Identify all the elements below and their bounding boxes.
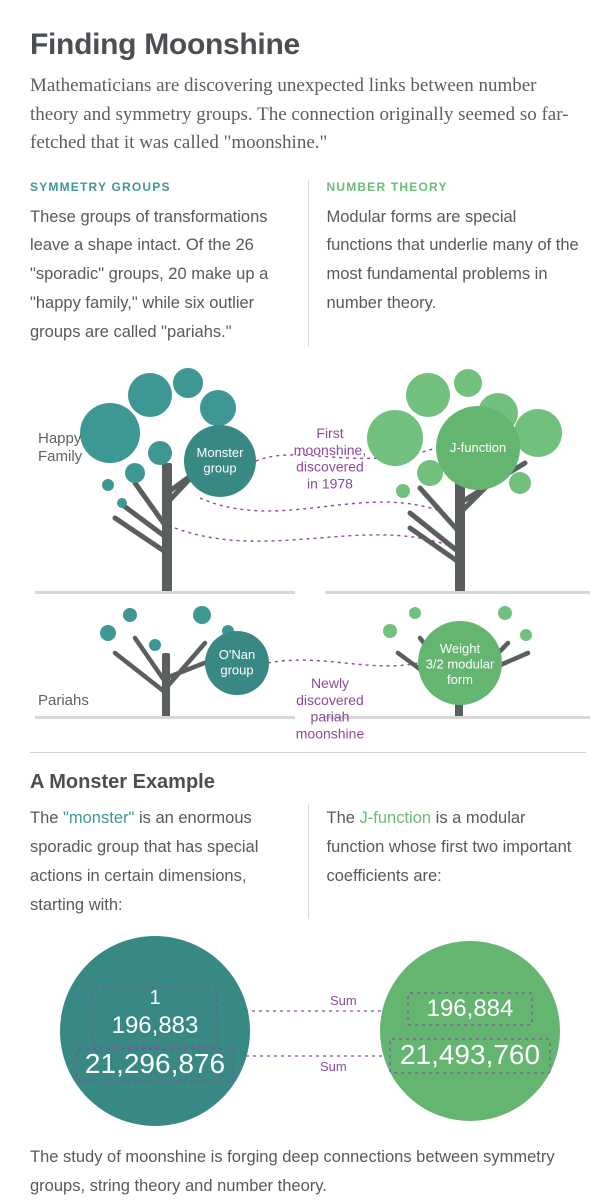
svg-text:J-function: J-function [450, 440, 506, 455]
svg-text:Pariahs: Pariahs [38, 692, 89, 709]
svg-text:O'Nangroup: O'Nangroup [219, 647, 255, 678]
svg-text:Sum: Sum [330, 993, 357, 1008]
symmetry-body: These groups of transformations leave a … [30, 203, 290, 347]
page-title: Finding Moonshine [30, 28, 586, 62]
circles-svg: Sum Sum 1 196,883 21,296,876 196,884 21,493,76… [0, 921, 616, 1141]
ex-right-pre: The [327, 809, 360, 827]
example-right-text: The J-function is a modular function who… [327, 804, 587, 891]
example-columns: The "monster" is an enormous sporadic gr… [30, 804, 586, 920]
symmetry-heading: SYMMETRY GROUPS [30, 180, 290, 194]
footer-text: The study of moonshine is forging deep c… [30, 1143, 586, 1201]
trees-svg: MonstergroupJ-functionO'NangroupWeight3/… [0, 353, 616, 748]
number-theory-heading: NUMBER THEORY [327, 180, 587, 194]
section-divider [30, 752, 586, 753]
ex-left-pre: The [30, 809, 63, 827]
trees-diagram: MonstergroupJ-functionO'NangroupWeight3/… [30, 353, 586, 748]
example-left-text: The "monster" is an enormous sporadic gr… [30, 804, 290, 920]
intro-text: Mathematicians are discovering unexpecte… [30, 72, 586, 158]
svg-text:Sum: Sum [320, 1059, 347, 1074]
example-right: The J-function is a modular function who… [308, 804, 587, 920]
number-theory-column: NUMBER THEORY Modular forms are special … [308, 180, 587, 347]
symmetry-column: SYMMETRY GROUPS These groups of transfor… [30, 180, 308, 347]
svg-text:HappyFamily: HappyFamily [38, 430, 83, 465]
svg-text:Newlydiscoveredpariahmoonshine: Newlydiscoveredpariahmoonshine [296, 675, 365, 741]
definitions-columns: SYMMETRY GROUPS These groups of transfor… [30, 180, 586, 347]
monster-highlight: "monster" [63, 809, 134, 827]
svg-text:21,493,760: 21,493,760 [400, 1039, 540, 1070]
svg-text:1: 1 [149, 987, 160, 1009]
svg-text:196,883: 196,883 [112, 1012, 199, 1039]
jfunction-highlight: J-function [360, 809, 432, 827]
circles-diagram: Sum Sum 1 196,883 21,296,876 196,884 21,493,76… [30, 921, 586, 1141]
example-heading: A Monster Example [30, 771, 586, 794]
svg-text:Firstmoonshine,discoveredin 19: Firstmoonshine,discoveredin 1978 [294, 425, 366, 491]
example-left: The "monster" is an enormous sporadic gr… [30, 804, 308, 920]
svg-text:21,296,876: 21,296,876 [85, 1048, 225, 1079]
svg-text:196,884: 196,884 [427, 995, 514, 1022]
number-theory-body: Modular forms are special functions that… [327, 203, 587, 319]
